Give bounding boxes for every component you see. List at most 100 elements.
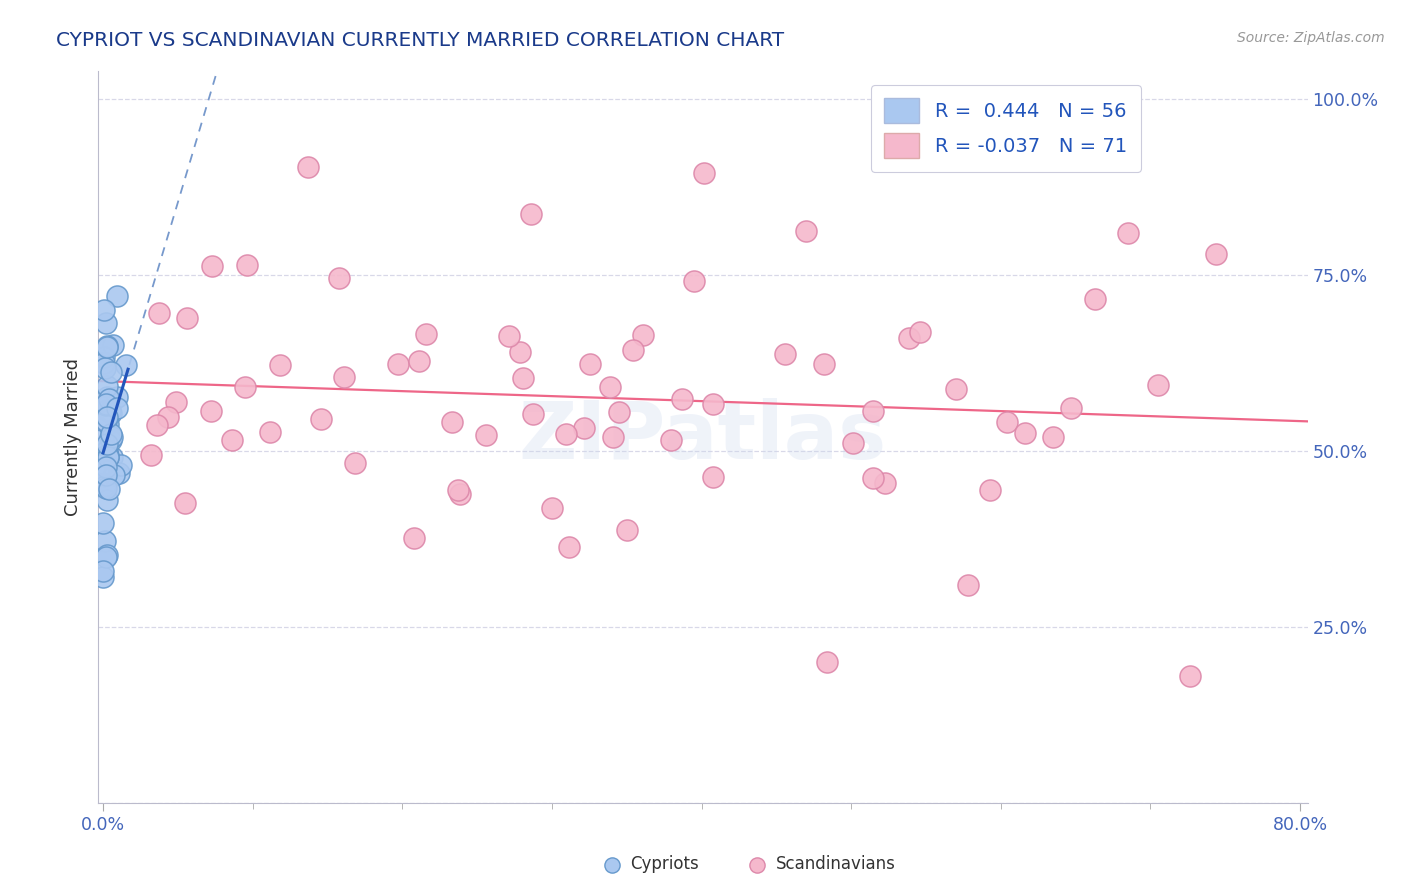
Legend: R =  0.444   N = 56, R = -0.037   N = 71: R = 0.444 N = 56, R = -0.037 N = 71	[870, 85, 1140, 171]
Point	[93, 350, 115, 364]
Text: Cypriots: Cypriots	[630, 855, 699, 872]
Point	[114, 358, 136, 372]
Point	[607, 405, 630, 419]
Point	[862, 404, 884, 418]
Point	[813, 357, 835, 371]
Point	[100, 426, 122, 441]
Point	[702, 469, 724, 483]
Point	[945, 383, 967, 397]
Point	[907, 855, 929, 870]
Point	[512, 370, 534, 384]
Point	[96, 548, 118, 562]
Point	[541, 501, 564, 516]
Point	[94, 398, 117, 412]
Point	[100, 433, 122, 447]
Point	[108, 466, 131, 480]
Point	[623, 343, 645, 357]
Point	[146, 417, 169, 432]
Point	[96, 340, 118, 354]
Point	[105, 289, 128, 303]
Point	[1178, 669, 1201, 683]
Point	[176, 310, 198, 325]
Point	[522, 408, 544, 422]
Point	[908, 325, 931, 339]
Point	[96, 467, 118, 482]
Point	[96, 403, 118, 417]
Point	[91, 516, 114, 530]
Point	[1084, 293, 1107, 307]
Point	[1042, 430, 1064, 444]
Point	[94, 534, 117, 549]
Point	[579, 357, 602, 371]
Point	[93, 469, 115, 483]
Point	[96, 410, 118, 425]
Point	[631, 328, 654, 343]
Point	[402, 531, 425, 545]
Point	[96, 417, 118, 431]
Text: Scandinavians: Scandinavians	[776, 855, 896, 872]
Point	[96, 379, 118, 393]
Point	[1116, 226, 1139, 240]
Point	[979, 483, 1001, 498]
Point	[1060, 401, 1083, 416]
Point	[93, 468, 115, 483]
Point	[221, 433, 243, 447]
Point	[520, 206, 543, 220]
Point	[98, 404, 121, 418]
Point	[728, 855, 751, 870]
Point	[1014, 426, 1036, 441]
Point	[702, 397, 724, 411]
Text: CYPRIOT VS SCANDINAVIAN CURRENTLY MARRIED CORRELATION CHART: CYPRIOT VS SCANDINAVIAN CURRENTLY MARRIE…	[56, 31, 785, 50]
Point	[94, 479, 117, 493]
Point	[671, 392, 693, 406]
Point	[98, 431, 121, 445]
Point	[447, 483, 470, 498]
Point	[94, 399, 117, 413]
Point	[509, 345, 531, 359]
Point	[105, 390, 128, 404]
Point	[408, 353, 430, 368]
Point	[259, 425, 281, 439]
Point	[94, 549, 117, 564]
Point	[415, 326, 437, 341]
Point	[98, 392, 121, 406]
Point	[269, 358, 291, 372]
Point	[97, 483, 120, 497]
Point	[309, 412, 332, 426]
Point	[93, 458, 115, 472]
Point	[96, 443, 118, 458]
Point	[554, 427, 576, 442]
Point	[602, 430, 624, 444]
Point	[683, 274, 706, 288]
Point	[201, 260, 224, 274]
Point	[94, 481, 117, 495]
Point	[105, 401, 128, 415]
Point	[773, 347, 796, 361]
Point	[297, 160, 319, 174]
Point	[94, 397, 117, 411]
Point	[93, 356, 115, 370]
Point	[97, 450, 120, 465]
Point	[233, 380, 256, 394]
Point	[141, 449, 163, 463]
Point	[96, 317, 118, 331]
Text: Source: ZipAtlas.com: Source: ZipAtlas.com	[1237, 31, 1385, 45]
Point	[157, 410, 180, 425]
Point	[616, 523, 638, 537]
Point	[1205, 247, 1227, 261]
Point	[94, 414, 117, 428]
Point	[498, 329, 520, 343]
Point	[94, 463, 117, 477]
Point	[96, 493, 118, 508]
Point	[841, 436, 863, 450]
Point	[387, 357, 409, 371]
Point	[96, 338, 118, 352]
Point	[96, 390, 118, 404]
Point	[599, 379, 621, 393]
Point	[97, 449, 120, 463]
Y-axis label: Currently Married: Currently Married	[63, 358, 82, 516]
Point	[659, 433, 682, 447]
Point	[200, 404, 222, 418]
Point	[236, 259, 259, 273]
Point	[101, 338, 124, 352]
